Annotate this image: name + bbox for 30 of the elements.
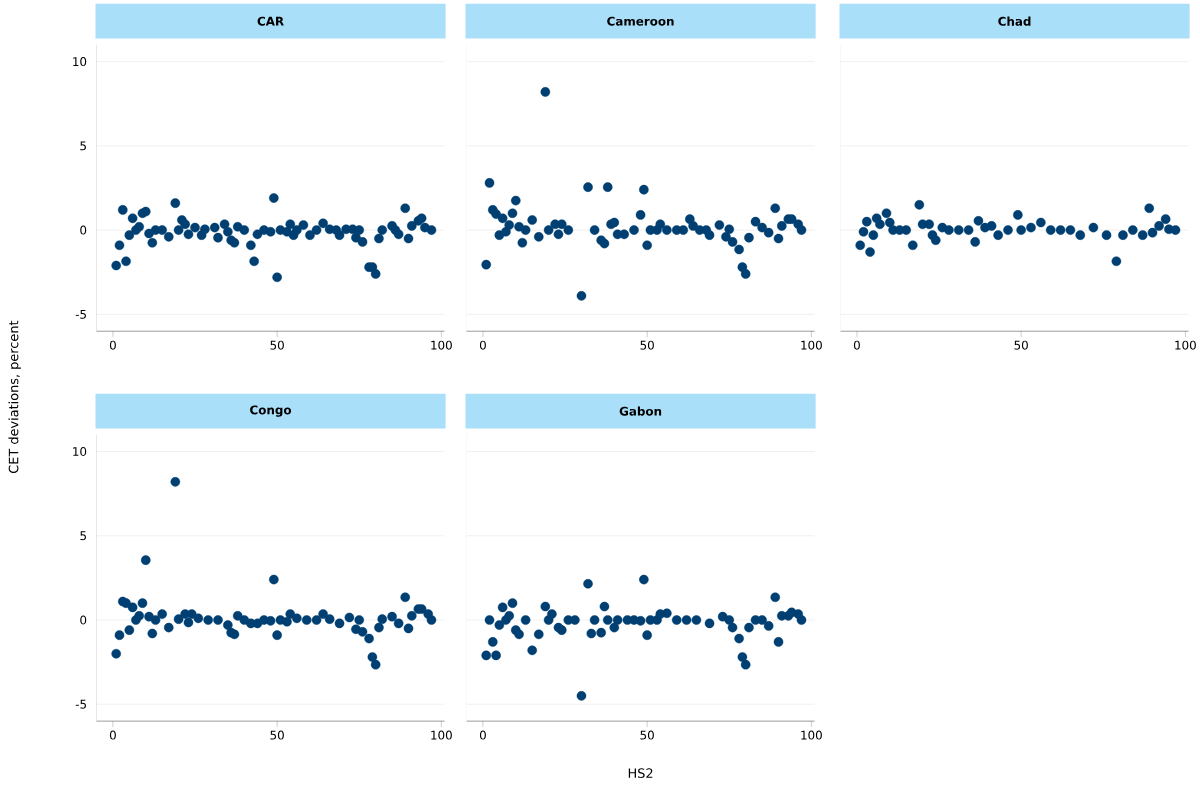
y-tick-label: 0 — [80, 225, 87, 235]
x-tick-label: 50 — [270, 340, 284, 350]
chart-title: CAR — [257, 16, 284, 26]
y-tick-label: 5 — [80, 141, 86, 151]
x-axis-title: HS2 — [628, 768, 653, 779]
x-tick-label: 50 — [640, 730, 654, 740]
chart-title: Chad — [998, 16, 1031, 26]
x-tick-label: 0 — [479, 730, 486, 740]
y-tick-label: 0 — [80, 615, 87, 625]
x-tick-label: 0 — [479, 340, 486, 350]
x-tick-label: 100 — [431, 340, 452, 350]
x-tick-label: 100 — [801, 730, 822, 740]
x-tick-label: 100 — [431, 730, 452, 740]
chart-title: Congo — [250, 405, 292, 417]
y-axis-title: CET deviations, percent — [8, 320, 21, 474]
y-tick-label: 10 — [73, 57, 87, 67]
x-tick-label: 0 — [109, 340, 116, 350]
y-tick-label: -5 — [75, 310, 86, 319]
x-tick-label: 100 — [801, 340, 822, 350]
x-tick-label: 0 — [853, 340, 860, 350]
x-tick-label: 100 — [1175, 340, 1196, 350]
y-tick-label: -5 — [75, 700, 86, 709]
x-tick-label: 0 — [109, 730, 116, 740]
x-tick-label: 50 — [640, 340, 654, 350]
chart-title: Cameroon — [607, 16, 674, 26]
y-tick-label: 10 — [73, 447, 87, 457]
x-tick-label: 50 — [270, 730, 284, 740]
y-tick-label: 5 — [80, 531, 86, 541]
chart-title: Gabon — [619, 406, 662, 416]
x-tick-label: 50 — [1014, 340, 1028, 350]
